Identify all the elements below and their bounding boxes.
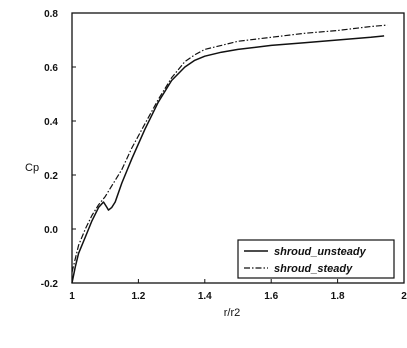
- x-tick-label: 1.4: [198, 291, 212, 302]
- y-tick-label: 0.0: [44, 225, 58, 236]
- y-tick-label: 0.4: [44, 117, 58, 128]
- y-tick-label: -0.2: [41, 279, 59, 290]
- series-line-shroud-steady: [71, 24, 388, 273]
- y-tick-label: 0.8: [44, 9, 58, 20]
- series-lines: [71, 24, 388, 284]
- legend-label-unsteady: shroud_unsteady: [274, 246, 367, 258]
- x-tick-label: 1.6: [264, 291, 278, 302]
- legend-label-steady: shroud_steady: [274, 263, 353, 275]
- series-line-shroud-unsteady: [71, 35, 385, 284]
- x-tick-label: 1.8: [331, 291, 345, 302]
- axis-ticks: 1 1.2 1.4 1.6 1.8 2 -0.2 0.0 0.2 0.4 0.6 0.8: [41, 9, 407, 302]
- legend-box: [237, 239, 395, 279]
- plot-frame: [71, 12, 405, 284]
- x-tick-label: 2: [401, 291, 407, 302]
- x-axis-label: r/r2: [224, 307, 241, 319]
- legend: shroud_unsteady shroud_steady: [237, 239, 395, 279]
- x-tick-label: 1.2: [131, 291, 145, 302]
- x-tick-label: 1: [69, 291, 75, 302]
- y-axis-label: Cp: [25, 162, 39, 174]
- y-tick-label: 0.6: [44, 63, 58, 74]
- y-tick-label: 0.2: [44, 171, 58, 182]
